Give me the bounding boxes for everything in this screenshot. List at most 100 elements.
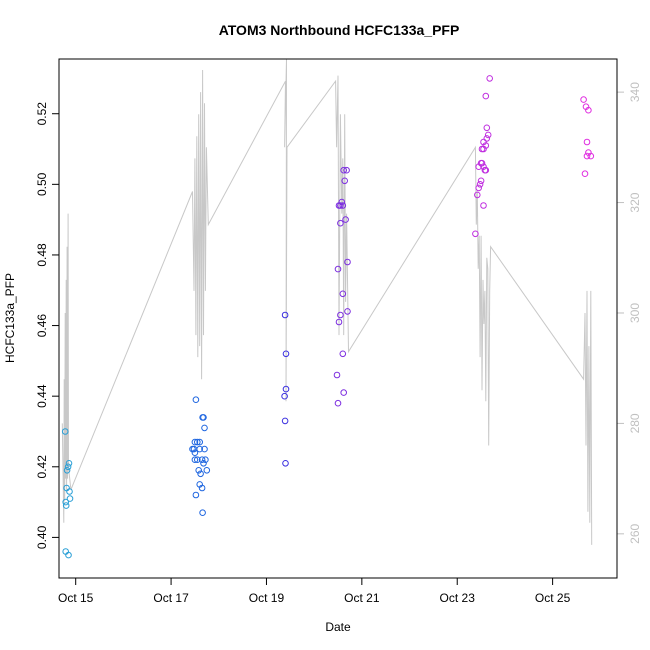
data-point [340,166,348,174]
data-point [333,371,341,379]
data-point [203,467,211,474]
data-point [196,438,203,446]
y-tick-label: 0.46 [35,314,49,338]
data-point [200,460,207,467]
data-point [65,551,72,559]
x-tick-label: Oct 25 [535,591,571,605]
data-point [65,460,73,467]
data-point [342,216,349,223]
data-point [197,470,204,478]
data-point [194,438,201,446]
data-point [195,467,202,474]
chart-title: ATOM3 Northbound HCFC133a_PFP [219,22,460,38]
data-point [475,184,483,192]
data-point [282,385,290,393]
x-tick-label: Oct 19 [249,591,285,605]
data-point [202,456,209,464]
y-tick-label: 0.48 [35,243,49,267]
data-point [337,202,344,209]
data-point [191,438,199,446]
axis-layer: Oct 15 Oct 17 Oct 19 Oct 21 Oct 23 Oct 25 0.40… [35,82,642,605]
y-tick-label: 0.40 [35,525,49,549]
data-point [474,191,481,199]
data-point [482,166,490,174]
data-point [477,177,485,185]
data-point [581,170,589,177]
data-point [64,463,72,471]
y-right-tick-label: 300 [628,303,642,323]
y-right-tick-label: 340 [628,82,642,102]
data-point [198,484,206,492]
y-axis-label: HCFC133a_PFP [3,273,17,363]
data-point [335,318,343,326]
data-point [337,219,344,227]
data-point [339,202,347,209]
data-point [478,159,486,167]
data-point [480,138,487,146]
data-point [61,428,69,435]
point-series [580,96,595,177]
data-point [339,350,347,358]
point-series [333,166,351,407]
y-tick-label: 0.50 [35,172,49,196]
data-point [583,152,591,160]
y-tick-label: 0.42 [35,455,49,479]
plot-frame [58,58,618,579]
data-point [66,488,73,495]
data-point [192,396,200,404]
data-point [339,290,347,298]
data-point [344,308,351,315]
data-point [338,198,346,206]
data-point [201,445,208,453]
data-point [282,350,290,358]
data-point [196,445,203,453]
data-point [476,181,484,188]
point-series [281,311,290,467]
point-layer [61,75,595,559]
x-tick-label: Oct 17 [153,591,189,605]
data-point [478,145,486,153]
data-point [334,399,342,407]
data-point [343,166,350,174]
data-point [194,456,201,464]
data-point [191,456,199,464]
point-series [472,75,494,238]
data-point [484,131,492,139]
data-point [62,502,70,509]
data-point [580,96,587,103]
data-point [482,92,490,100]
data-point [192,491,200,499]
line-layer [61,58,593,545]
data-point [585,106,592,114]
data-point [334,265,342,273]
point-series [61,428,74,559]
data-point [480,202,487,209]
data-point [281,392,288,400]
data-point [189,445,196,453]
series-line [61,58,593,545]
data-point [483,124,491,132]
data-point [281,311,289,319]
data-point [486,75,494,82]
data-point [201,424,208,432]
data-point [66,495,74,502]
x-tick-label: Oct 15 [58,591,94,605]
data-point [199,414,206,421]
data-point [344,258,351,266]
y-tick-label: 0.52 [35,102,49,126]
point-series [189,396,211,517]
y-right-tick-label: 260 [628,523,642,543]
data-point [63,467,71,474]
data-point [337,311,344,319]
data-point [483,135,491,142]
data-point [583,138,591,146]
data-point [282,460,289,467]
data-point [340,389,348,396]
data-point [341,177,349,185]
x-tick-label: Oct 21 [344,591,380,605]
data-point [198,456,206,464]
data-point [281,417,289,425]
y-right-tick-label: 320 [628,192,642,212]
data-point [587,152,595,160]
